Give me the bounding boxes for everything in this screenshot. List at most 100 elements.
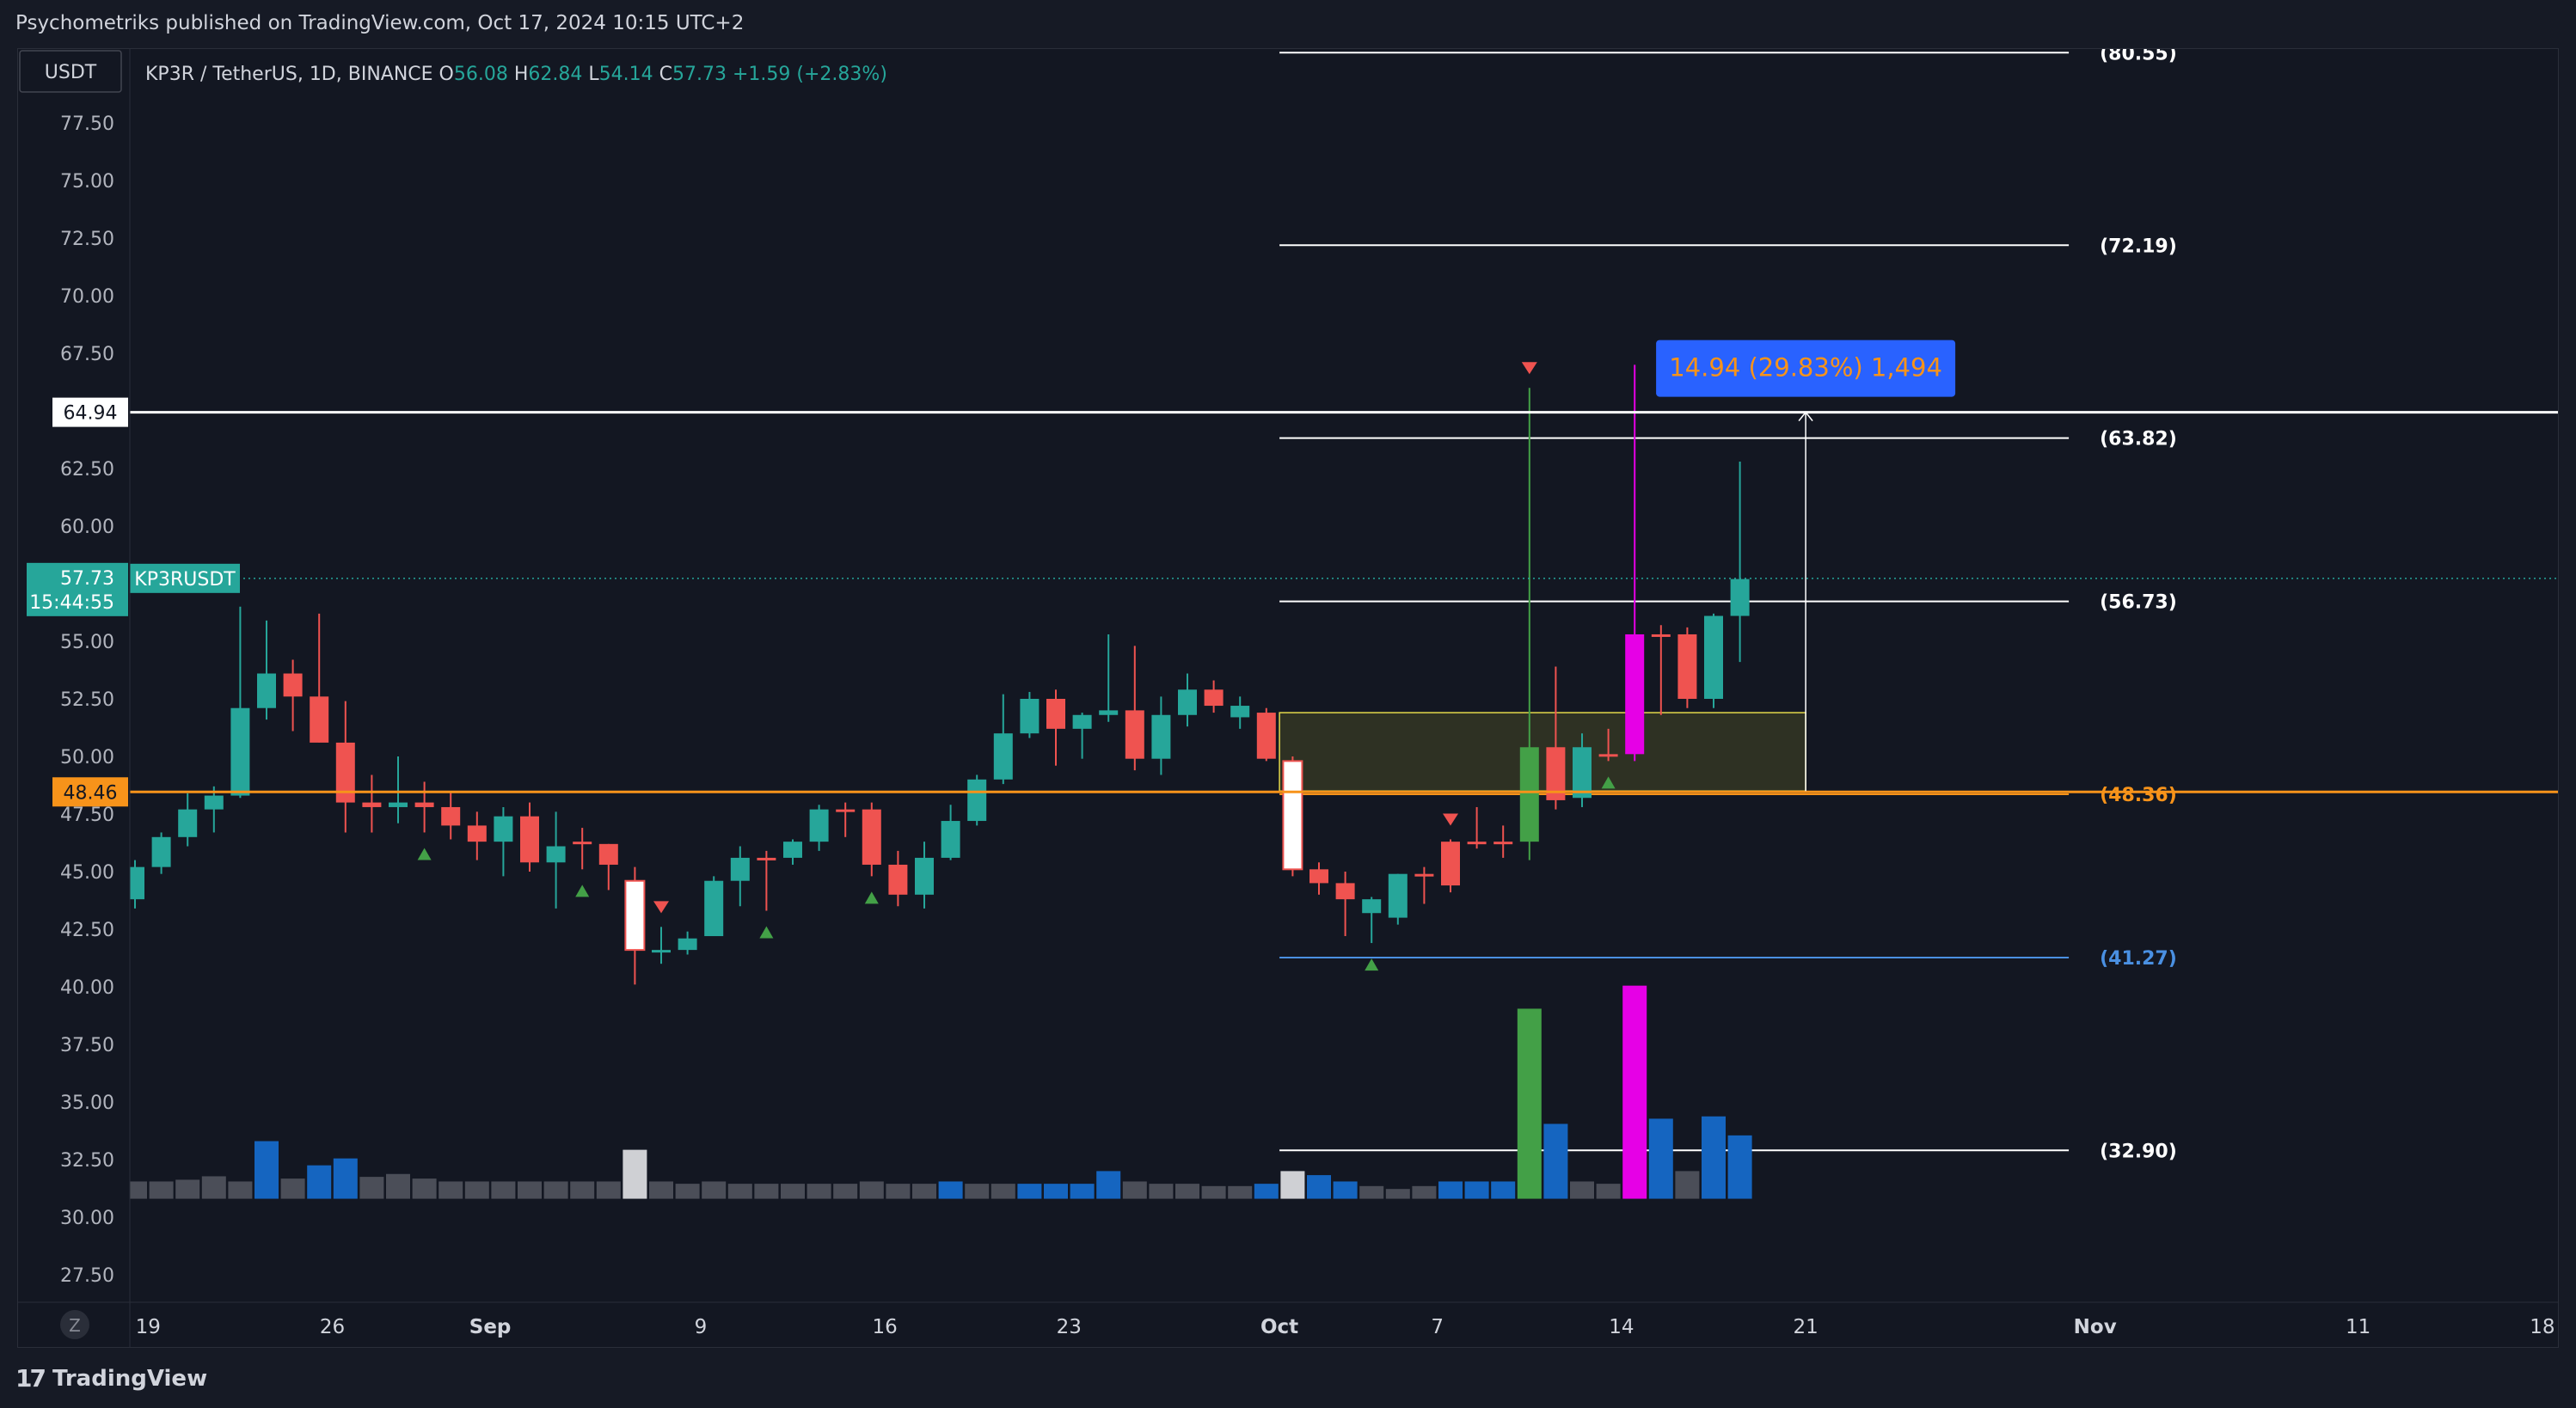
buy-signal-icon [417, 848, 432, 860]
candle-body[interactable] [888, 864, 908, 895]
price-tick: 75.00 [60, 171, 114, 193]
candle-body[interactable] [1441, 842, 1460, 886]
candle-body[interactable] [1151, 714, 1171, 759]
candle-body[interactable] [573, 842, 592, 845]
volume-bar [623, 1149, 647, 1199]
candle-body[interactable] [1178, 689, 1197, 715]
candle-body[interactable] [467, 825, 487, 842]
candle-body[interactable] [652, 950, 671, 953]
volume-bar [1175, 1184, 1199, 1199]
candle-body[interactable] [730, 857, 750, 881]
candle-body[interactable] [1625, 634, 1645, 755]
candle-body[interactable] [257, 673, 276, 708]
candle-body[interactable] [967, 779, 987, 822]
candle-body[interactable] [1282, 760, 1303, 871]
candle-body[interactable] [1388, 873, 1408, 918]
volume-bar [1491, 1181, 1516, 1199]
candle-body[interactable] [389, 802, 408, 807]
candle-body[interactable] [1730, 579, 1750, 616]
candle-body[interactable] [1519, 747, 1539, 842]
candle-body[interactable] [1414, 873, 1434, 877]
currency-button[interactable] [19, 50, 122, 93]
candle-body[interactable] [624, 879, 646, 952]
candle-body[interactable] [1598, 754, 1618, 757]
candle-body[interactable] [993, 733, 1013, 780]
volume-bar [386, 1173, 410, 1199]
candle-body[interactable] [836, 809, 856, 812]
candle-body[interactable] [1072, 714, 1092, 729]
legend-part: +1.59 (+2.83%) [733, 64, 887, 85]
brand-name: TradingView [52, 1365, 208, 1392]
candle-body[interactable] [441, 806, 461, 826]
candle-body[interactable] [1704, 615, 1723, 699]
candle-body[interactable] [1230, 706, 1250, 718]
candle-body[interactable] [941, 821, 960, 858]
candlestick-chart[interactable]: (80.55) (72.19) (63.82) (56.73) (48.36) (41.2… [18, 49, 2558, 1347]
candle-body[interactable] [1309, 869, 1328, 884]
volume-bar [1702, 1116, 1726, 1199]
candle-body[interactable] [204, 795, 224, 810]
candle-body[interactable] [1467, 842, 1487, 845]
volume-bar [781, 1184, 805, 1199]
candle-body[interactable] [1573, 747, 1592, 799]
candle-body[interactable] [1204, 689, 1224, 707]
volume-bar [1333, 1181, 1358, 1199]
price-tick: 45.00 [60, 862, 114, 884]
sell-signal-icon [1521, 362, 1537, 375]
z-button[interactable] [60, 1310, 89, 1339]
currency-button-label: USDT [45, 62, 97, 83]
candle-body[interactable] [1651, 634, 1671, 637]
legend-part: C [659, 64, 672, 85]
candle-body[interactable] [1362, 899, 1382, 914]
footer-brand[interactable]: 17 TradingView [15, 1364, 207, 1393]
ohlc-legend: KP3R / TetherUS, 1D, BINANCE O56.08 H62.… [145, 64, 887, 85]
candle-body[interactable] [520, 816, 539, 863]
candle-body[interactable] [414, 802, 434, 807]
candle-body[interactable] [1256, 713, 1276, 759]
time-tick: 16 [872, 1316, 897, 1338]
volume-bar [280, 1178, 305, 1199]
time-tick: 9 [695, 1316, 708, 1338]
candle-body[interactable] [494, 816, 513, 842]
candle-body[interactable] [1125, 710, 1144, 759]
candle-body[interactable] [362, 802, 382, 807]
level-badge-white [52, 397, 128, 427]
candle-body[interactable] [283, 673, 303, 697]
candle-body[interactable] [310, 696, 329, 743]
publisher-header: Psychometriks published on TradingView.c… [15, 12, 745, 34]
price-axis[interactable] [18, 49, 130, 1347]
candle-body[interactable] [1335, 883, 1355, 900]
volume-bar [543, 1181, 568, 1199]
candle-body[interactable] [678, 938, 697, 951]
candle-body[interactable] [1020, 699, 1040, 734]
candle-body[interactable] [1546, 747, 1566, 800]
candle-body[interactable] [178, 809, 198, 837]
measure-label-box[interactable] [1656, 340, 1956, 397]
fib-level-label: (80.55) [2100, 49, 2177, 64]
candle-body[interactable] [1046, 699, 1065, 729]
volume-bar [1254, 1184, 1279, 1199]
chart-pane[interactable]: (80.55) (72.19) (63.82) (56.73) (48.36) (41.2… [17, 48, 2559, 1348]
candle-body[interactable] [1493, 842, 1513, 845]
volume-bar [754, 1184, 779, 1199]
candle-body[interactable] [757, 857, 776, 860]
price-tick: 70.00 [60, 286, 114, 308]
volume-bar [1543, 1123, 1568, 1199]
legend-part: 57.73 [672, 64, 733, 85]
candle-body[interactable] [151, 836, 171, 867]
candle-body[interactable] [704, 880, 724, 937]
candle-body[interactable] [783, 842, 802, 858]
candle-body[interactable] [546, 846, 566, 863]
level-badge-orange [52, 777, 128, 807]
candle-body[interactable] [915, 857, 934, 895]
candle-body[interactable] [230, 707, 250, 796]
candle-body[interactable] [862, 809, 881, 865]
candle-body[interactable] [598, 843, 618, 865]
measure-arrow-icon [1798, 411, 1813, 422]
candle-body[interactable] [335, 742, 355, 803]
candle-body[interactable] [1099, 710, 1119, 715]
candle-body[interactable] [809, 809, 829, 842]
candle-body[interactable] [1677, 634, 1697, 699]
supply-zone[interactable] [1279, 712, 1806, 792]
price-tick: 32.50 [60, 1150, 114, 1172]
